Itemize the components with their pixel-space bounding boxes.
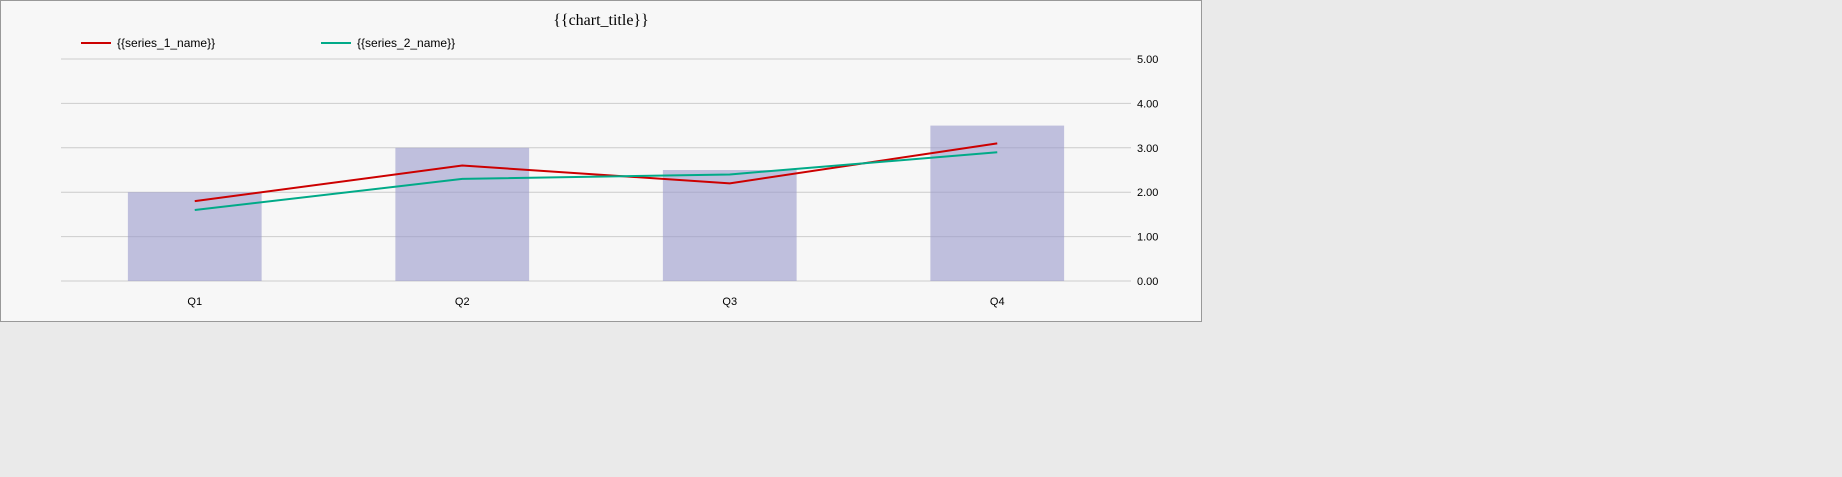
legend-label: {{series_1_name}} (117, 36, 215, 50)
bar (662, 170, 797, 281)
line-chart: {{chart_title}} {{series_1_name}} {{serie… (61, 12, 1158, 308)
bars (127, 125, 1065, 281)
legend: {{series_1_name}} {{series_2_name}} (81, 36, 455, 50)
y-tick-label: 2.00 (1137, 187, 1158, 199)
bar (127, 192, 262, 281)
legend-label: {{series_2_name}} (357, 36, 455, 50)
chart-title: {{chart_title}} (553, 12, 649, 29)
chart-frame: {{chart_title}} {{series_1_name}} {{serie… (0, 0, 1202, 322)
series-line (194, 151, 998, 211)
y-tick-label: 3.00 (1137, 143, 1158, 155)
x-axis-ticks: Q1 Q2 Q3 Q4 (187, 296, 1004, 308)
y-axis-ticks: 0.00 1.00 2.00 3.00 4.00 5.00 (1137, 54, 1158, 288)
x-tick-label: Q4 (990, 296, 1005, 308)
bar (930, 125, 1065, 281)
y-tick-label: 4.00 (1137, 98, 1158, 110)
y-tick-label: 5.00 (1137, 54, 1158, 66)
bar (395, 147, 530, 281)
y-tick-label: 1.00 (1137, 232, 1158, 244)
x-tick-label: Q2 (455, 296, 470, 308)
series-lines (194, 142, 998, 211)
x-tick-label: Q3 (722, 296, 737, 308)
y-tick-label: 0.00 (1137, 276, 1158, 288)
x-tick-label: Q1 (187, 296, 202, 308)
